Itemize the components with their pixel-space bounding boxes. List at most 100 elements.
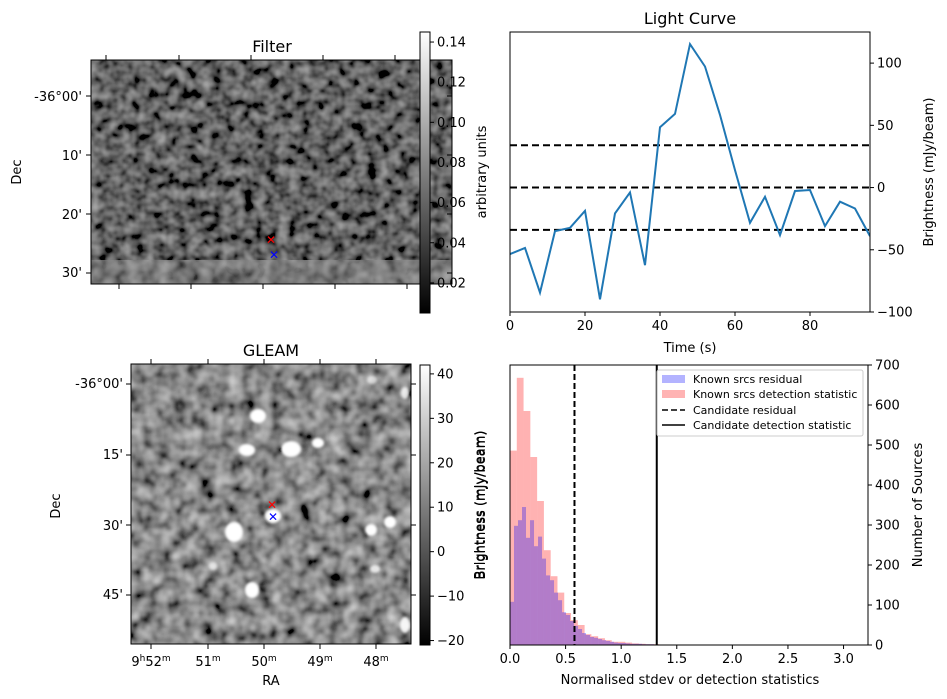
residual-bar — [526, 537, 531, 645]
residual-bar — [530, 520, 535, 645]
residual-bar — [514, 525, 519, 645]
legend-box — [656, 369, 864, 437]
histogram-ytick-label: 300 — [875, 519, 900, 534]
light-curve-xlabel: Time (s) — [663, 341, 717, 356]
filter-ytick-0: -36°00' — [34, 90, 82, 105]
histogram-panel: 0.0 0.5 1.0 1.5 2.0 2.5 3.0 0 100 200 300 400 500 60… — [474, 359, 926, 689]
light-curve-xtick-label: 40 — [652, 319, 669, 334]
filter-marker-blue-icon: ✕ — [269, 248, 279, 262]
histogram-xtick-label: 1.0 — [611, 652, 632, 667]
legend-label-residual: Known srcs residual — [693, 373, 802, 386]
light-curve-ytick-label: 0 — [877, 181, 885, 196]
legend-swatch-residual — [662, 375, 685, 383]
gleam-colorbar-label: Brightness (mJy/beam) — [473, 431, 488, 580]
filter-colorbar-tick-label: 0.06 — [437, 196, 466, 211]
light-curve-xtick-label: 20 — [577, 319, 594, 334]
residual-bar — [626, 643, 631, 645]
gleam-image — [131, 364, 411, 644]
residual-bar — [618, 643, 623, 645]
residual-bar — [630, 643, 635, 645]
histogram-bars — [510, 377, 789, 645]
gleam-title: GLEAM — [243, 341, 299, 360]
light-curve-ytick-label: −100 — [877, 306, 913, 321]
gleam-axes-frame — [130, 363, 412, 645]
detection-bar — [557, 592, 565, 645]
residual-bar — [534, 546, 539, 645]
detection-bar — [604, 640, 612, 645]
gleam-xtick-minutes: 49 — [307, 655, 324, 670]
filter-colorbar — [419, 31, 431, 314]
light-curve-xtick-label: 0 — [506, 319, 514, 334]
gleam-colorbar-tick-label: 10 — [437, 501, 454, 516]
filter-ylabel: Dec — [10, 159, 25, 184]
detection-bar — [618, 641, 626, 645]
residual-bar — [558, 600, 563, 645]
light-curve-yticks: −100 −50 0 50 100 — [870, 57, 913, 321]
histogram-ytick-label: 600 — [875, 399, 900, 414]
residual-bar — [638, 643, 643, 645]
histogram-ytick-label: 700 — [875, 359, 900, 374]
legend-label-candidate-residual: Candidate residual — [693, 404, 796, 417]
residual-bar — [518, 520, 523, 645]
legend-label-detection: Known srcs detection statistic — [693, 388, 857, 401]
filter-ytick-1: 10' — [62, 149, 82, 164]
filter-image — [91, 60, 452, 284]
filter-colorbar-tick-label: 0.14 — [437, 36, 466, 51]
detection-bar — [584, 634, 592, 645]
filter-title: Filter — [252, 37, 292, 56]
light-curve-xticks: 0 20 40 60 80 — [506, 312, 818, 334]
filter-axes-frame — [90, 59, 453, 285]
detection-bar — [591, 636, 599, 645]
histogram-ytick-label: 100 — [875, 599, 900, 614]
detection-bar — [550, 576, 558, 645]
gleam-ylabel: Dec — [49, 493, 64, 518]
detection-bar — [611, 641, 619, 645]
histogram-xtick-label: 0.5 — [555, 652, 576, 667]
detection-bar — [638, 643, 646, 645]
residual-bar — [590, 637, 595, 645]
gleam-xtick-label: 51m — [195, 654, 220, 670]
gleam-xtick-hours: 9 — [131, 655, 139, 670]
histogram-xtick-label: 1.5 — [666, 652, 687, 667]
gleam-xtick-minutes: 52 — [145, 655, 162, 670]
gleam-colorbar-tick-label: −10 — [437, 590, 464, 605]
residual-bar — [594, 637, 599, 645]
detection-bar — [537, 501, 544, 645]
light-curve-xtick-label: 80 — [802, 319, 819, 334]
residual-bar — [574, 625, 579, 645]
histogram-ytick-label: 400 — [875, 479, 900, 494]
light-curve-xtick-label: 60 — [727, 319, 744, 334]
gleam-sources — [209, 376, 410, 633]
gleam-colorbar-tick-label: 0 — [437, 545, 445, 560]
residual-bar — [546, 575, 551, 645]
residual-bar — [598, 639, 603, 645]
light-curve-panel: Light Curve 0 20 40 60 80 −100 −50 0 50 100 Time… — [506, 9, 937, 356]
histogram-xticks: 0.0 0.5 1.0 1.5 2.0 2.5 3.0 — [500, 645, 854, 667]
residual-bar — [602, 640, 607, 645]
filter-colorbar-label: arbitrary units — [475, 125, 490, 218]
filter-colorbar-tick-label: 0.12 — [437, 76, 466, 91]
histogram-ytick-label: 500 — [875, 439, 900, 454]
light-curve-axes-frame — [509, 31, 871, 313]
detection-bar — [530, 457, 538, 645]
detection-bar — [510, 450, 517, 645]
gleam-ytick-2: 30' — [103, 519, 123, 534]
filter-colorbar-tick-label: 0.02 — [437, 276, 466, 291]
residual-bar — [634, 643, 639, 645]
filter-marker-red-icon: ✕ — [266, 233, 276, 247]
gleam-xtick-label: 49m — [307, 654, 332, 670]
detection-bar — [516, 377, 524, 645]
histogram-xtick-label: 0.0 — [500, 652, 521, 667]
light-curve-ytick-label: −50 — [877, 243, 904, 258]
residual-bar — [570, 621, 575, 645]
histogram-legend: Known srcs residual Known srcs detection… — [656, 369, 864, 437]
detection-bar — [564, 613, 572, 645]
light-curve-line — [510, 41, 870, 300]
gleam-xtick-m-sup: m — [212, 654, 221, 664]
filter-colorbar-tick-label: 0.08 — [437, 156, 466, 171]
histogram-ylabel-right: Number of Sources — [911, 443, 926, 568]
gleam-xtick-label: 50m — [251, 654, 276, 670]
filter-colorbar-ticks: 0.02 0.04 0.06 0.08 0.10 0.12 0.14 — [430, 36, 466, 291]
histogram-xtick-label: 2.0 — [722, 652, 743, 667]
gleam-xtick-label: 48m — [363, 654, 388, 670]
